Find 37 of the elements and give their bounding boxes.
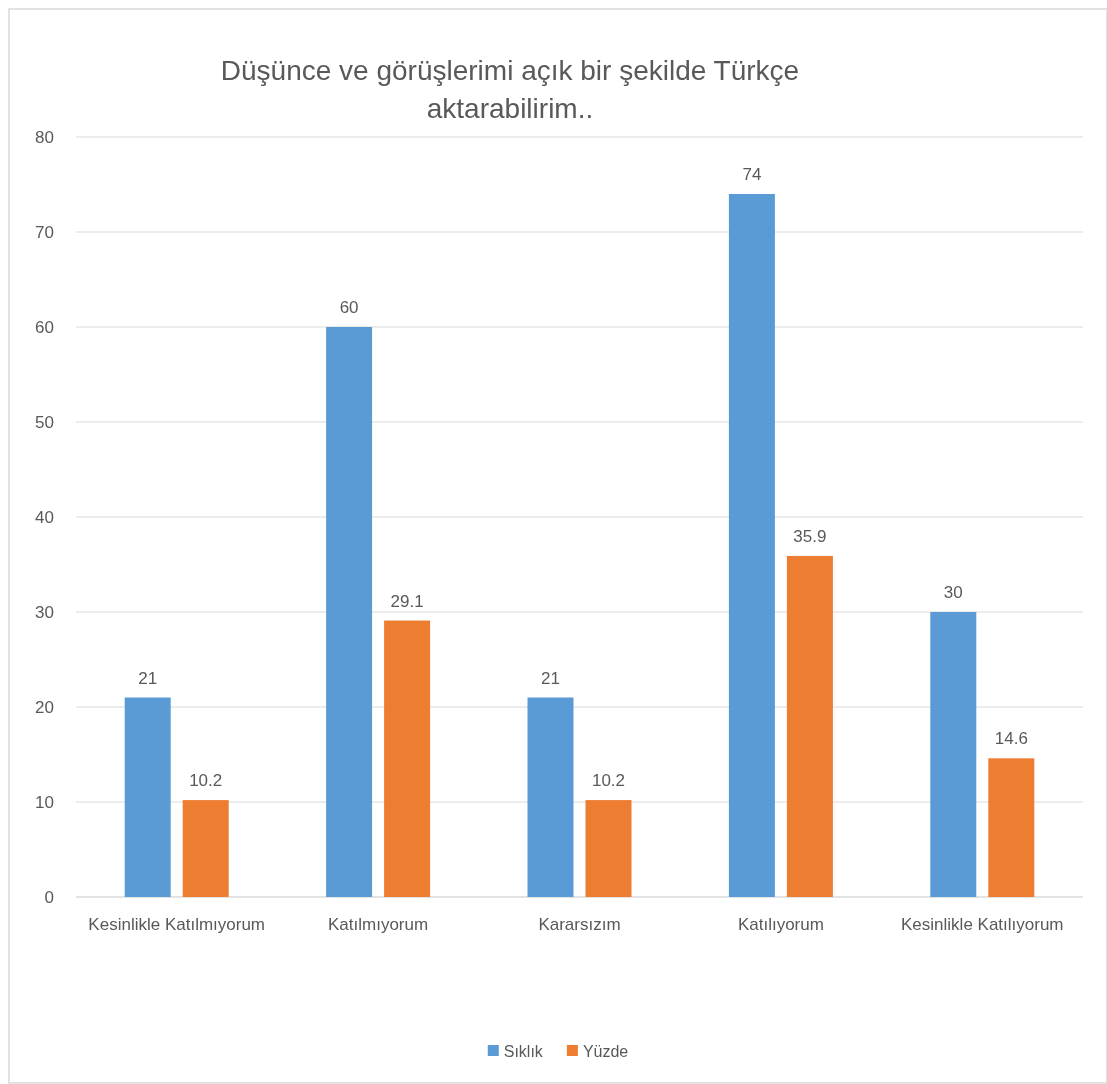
bar (786, 555, 833, 897)
legend-label: Sıklık (503, 1042, 544, 1060)
data-label: 10.2 (189, 771, 223, 791)
x-tick-label: Kararsızım (538, 915, 621, 934)
bar (384, 620, 431, 897)
data-label: 35.9 (793, 526, 827, 546)
y-tick-label: 70 (35, 222, 54, 242)
y-tick-label: 40 (35, 507, 54, 527)
y-tick-label: 80 (35, 127, 54, 147)
bar (326, 327, 373, 897)
legend-label: Yüzde (582, 1042, 629, 1060)
data-label: 14.6 (994, 729, 1028, 749)
y-tick-label: 0 (44, 887, 54, 907)
x-tick-label: Katılıyorum (737, 915, 824, 934)
data-label: 21 (138, 668, 158, 688)
data-label: 30 (943, 583, 963, 602)
x-tick-label: Katılmıyorum (328, 915, 429, 934)
y-tick-label: 50 (35, 412, 54, 432)
data-label: 21 (541, 668, 560, 688)
bar (182, 800, 229, 897)
bar (930, 612, 977, 897)
x-tick-label: Kesinlikle Katılıyorum (901, 915, 1064, 934)
y-tick-label: 60 (35, 317, 54, 337)
data-label: 10.2 (591, 771, 626, 791)
bar (527, 697, 574, 897)
x-tick-label: Kesinlikle Katılmıyorum (88, 915, 266, 934)
bar (728, 194, 775, 897)
data-label: 60 (339, 298, 359, 317)
chart-title: Düşünce ve görüşlerimi açık bir şekilde Türkçe aktarabilirim.. (220, 55, 800, 124)
bar (124, 697, 171, 897)
y-tick-label: 10 (35, 792, 54, 812)
bar (585, 800, 632, 897)
y-tick-label: 20 (35, 697, 54, 717)
bar (988, 758, 1035, 897)
data-label: 29.1 (390, 591, 424, 611)
data-label: 74 (742, 165, 762, 184)
y-tick-label: 30 (35, 602, 54, 622)
